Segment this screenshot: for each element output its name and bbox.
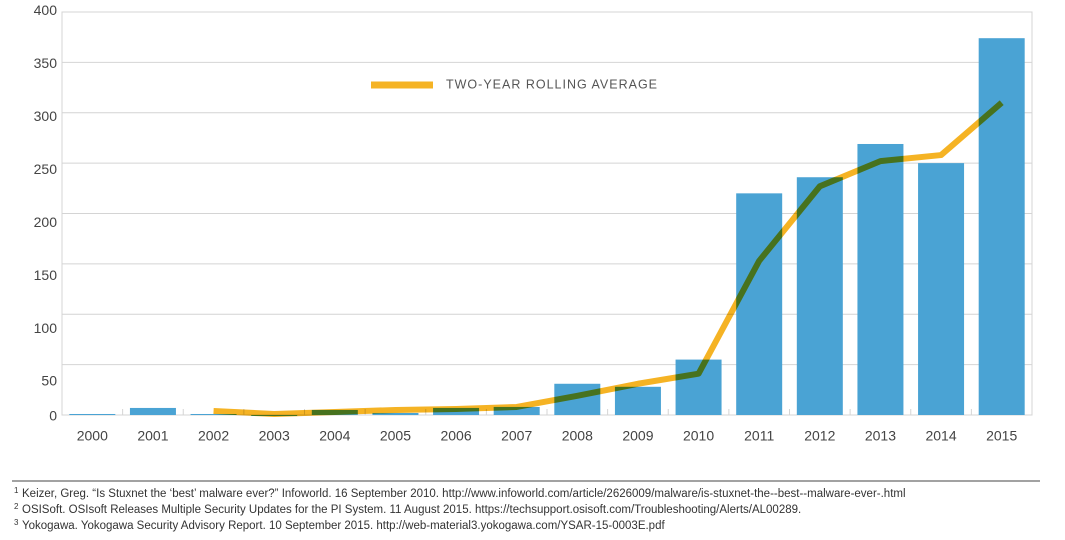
x-tick-label: 2000 (77, 428, 108, 444)
bar (372, 412, 419, 415)
x-tick-label: 2012 (804, 428, 835, 444)
footnote-number: 2 (14, 502, 19, 511)
footnote-text: OSISoft. OSIsoft Releases Multiple Secur… (22, 504, 801, 516)
y-tick-label: 250 (34, 161, 58, 177)
x-tick-label: 2015 (986, 428, 1017, 444)
bar (857, 143, 904, 416)
y-tick-label: 50 (41, 373, 57, 389)
x-tick-label: 2008 (562, 428, 593, 444)
x-tick-label: 2007 (501, 428, 532, 444)
x-tick-label: 2009 (622, 428, 653, 444)
bar (69, 413, 116, 415)
x-tick-label: 2010 (683, 428, 714, 444)
bar (978, 38, 1025, 415)
footnote-text: Keizer, Greg. “Is Stuxnet the ‘best’ mal… (22, 488, 906, 500)
bar (190, 413, 237, 415)
y-tick-label: 400 (34, 2, 58, 18)
y-tick-label: 350 (34, 55, 58, 71)
footnote-number: 3 (14, 518, 19, 527)
bar (614, 386, 661, 415)
y-tick-label: 200 (34, 214, 58, 230)
line (213, 100, 1004, 417)
y-tick-label: 0 (49, 408, 57, 424)
x-tick-label: 2004 (319, 428, 350, 444)
y-tick-label: 150 (34, 267, 58, 283)
x-tick-label: 2011 (744, 428, 774, 444)
x-tick-label: 2003 (259, 428, 290, 444)
x-tick-label: 2005 (380, 428, 411, 444)
bar (129, 407, 176, 415)
footnote-number: 1 (14, 486, 19, 495)
y-tick-label: 300 (34, 108, 58, 124)
bar (918, 163, 965, 415)
bar (796, 177, 843, 415)
bar (736, 193, 783, 415)
x-tick-label: 2014 (925, 428, 956, 444)
footnote-text: Yokogawa. Yokogawa Security Advisory Rep… (22, 520, 665, 532)
legend-label: TWO-YEAR ROLLING AVERAGE (446, 77, 658, 91)
x-tick-label: 2013 (865, 428, 896, 444)
y-tick-label: 100 (34, 320, 58, 336)
x-tick-label: 2001 (137, 428, 168, 444)
x-tick-label: 2006 (440, 428, 471, 444)
x-tick-label: 2002 (198, 428, 229, 444)
bar (493, 406, 540, 415)
